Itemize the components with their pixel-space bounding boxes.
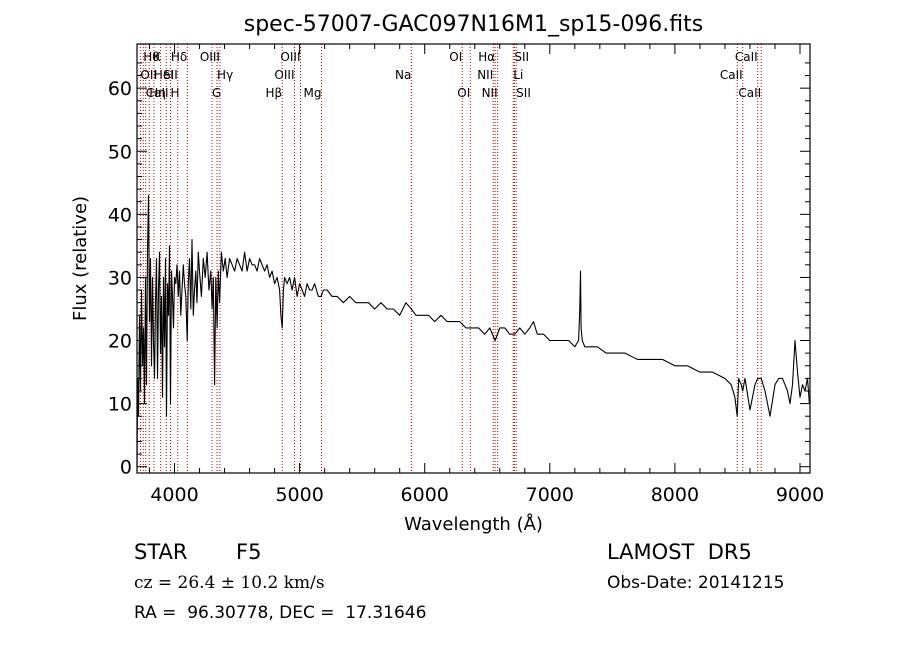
y-tick-label: 40	[108, 204, 132, 226]
x-tick-label: 7000	[526, 484, 574, 506]
x-axis-label: Wavelength (Å)	[404, 513, 543, 535]
subclass-label: F5	[236, 540, 262, 564]
object-type-label: STAR	[134, 540, 188, 564]
spectral-line-label: HeI	[154, 68, 174, 82]
y-tick-label: 0	[120, 457, 132, 479]
y-axis-label: Flux (relative)	[70, 196, 91, 321]
spectral-line-label: OIII	[274, 68, 294, 82]
spectral-line-label: OIII	[200, 50, 220, 64]
spectral-line-label: K	[153, 50, 162, 64]
y-tick-label: 30	[108, 267, 132, 289]
x-tick-label: 4000	[150, 484, 198, 506]
velocity-label: cz = 26.4 ± 10.2 km/s	[134, 573, 325, 593]
y-tick-label: 20	[108, 331, 132, 353]
spectral-line-label: Hη	[149, 86, 166, 100]
spectral-line-label: NII	[482, 86, 498, 100]
spectral-line-label: CaII	[146, 86, 169, 100]
spectral-line-label: Hα	[478, 50, 495, 64]
spectral-line-label: Hβ	[266, 86, 283, 100]
x-tick-label: 5000	[275, 484, 323, 506]
spectral-line-label: Li	[513, 68, 523, 82]
chart-title: spec-57007-GAC097N16M1_sp15-096.fits	[244, 12, 704, 37]
spectrum-line	[136, 194, 810, 467]
spectral-line-label: OIII	[280, 50, 300, 64]
spectral-line-label: SII	[514, 50, 529, 64]
coordinates-label: RA = 96.30778, DEC = 17.31646	[134, 603, 427, 623]
x-tick-label: 9000	[776, 484, 824, 506]
spectral-line-label: Na	[395, 68, 411, 82]
spectral-line-label: NII	[477, 68, 493, 82]
spectral-line-label: CaII	[735, 50, 758, 64]
y-tick-label: 10	[108, 394, 132, 416]
spectral-line-label: Hδ	[171, 50, 187, 64]
y-tick-label: 60	[108, 78, 132, 100]
spectral-line-label: H	[171, 86, 180, 100]
spectral-line-label: CaII	[738, 86, 761, 100]
x-tick-label: 6000	[401, 484, 449, 506]
plot-frame	[136, 43, 811, 474]
spectral-line-label: Hγ	[217, 68, 233, 82]
survey-label: LAMOST DR5	[607, 540, 752, 564]
spectral-line-label: SII	[163, 68, 178, 82]
spectral-line-label: CaII	[720, 68, 743, 82]
spectral-line-label: Mg	[304, 86, 322, 100]
spectral-line-label: OI	[449, 50, 462, 64]
spectral-line-label: Hθ	[143, 50, 159, 64]
spectral-line-label: SII	[516, 86, 531, 100]
x-tick-label: 8000	[651, 484, 699, 506]
obs-date-label: Obs-Date: 20141215	[607, 573, 785, 593]
spectral-line-label: OII	[140, 68, 157, 82]
y-tick-label: 50	[108, 141, 132, 163]
spectral-line-label: OI	[457, 86, 470, 100]
